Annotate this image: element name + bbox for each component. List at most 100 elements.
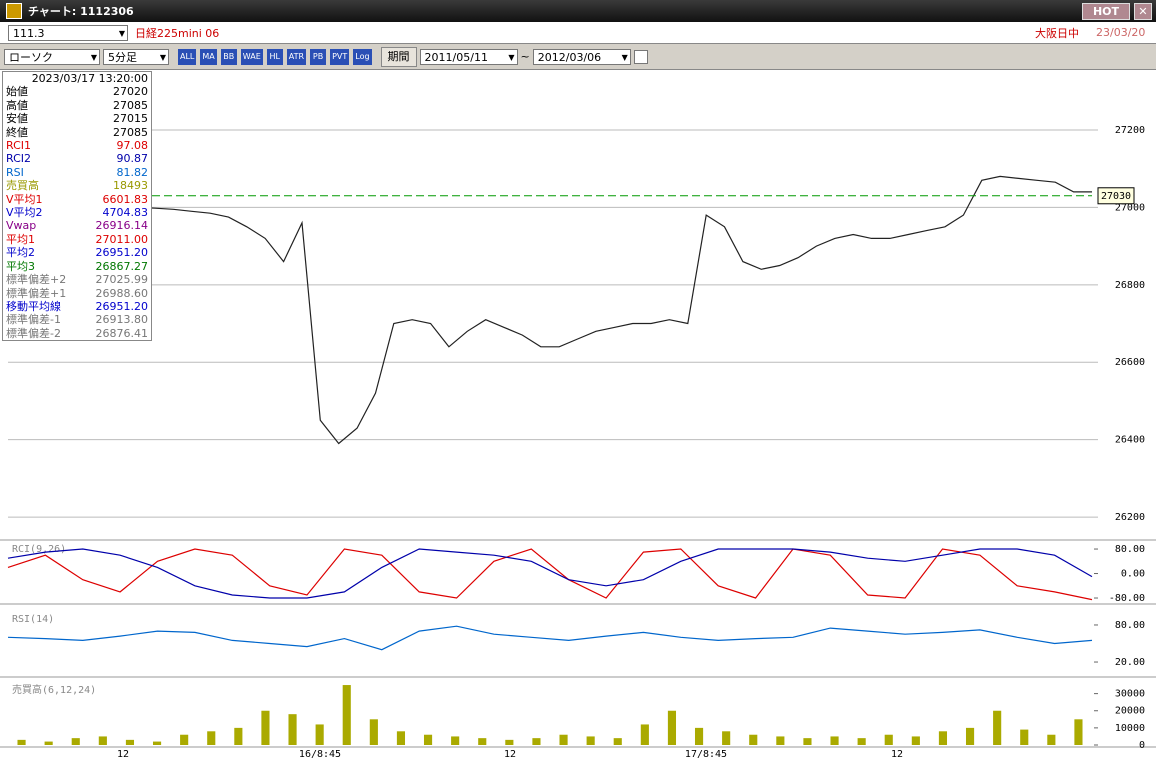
info-value: 6601.83 <box>102 192 149 206</box>
info-value: 27015 <box>113 112 148 126</box>
volume-bar <box>586 736 595 745</box>
y-tick-label: -80.00 <box>1109 593 1145 604</box>
info-row: RSI 81.82 <box>6 166 148 179</box>
info-label: V平均2 <box>6 206 43 220</box>
y-tick-label: 27200 <box>1115 125 1145 136</box>
info-label: 平均2 <box>6 246 35 260</box>
toolbar-icon[interactable]: ALL <box>178 48 197 65</box>
volume-bar <box>776 736 785 745</box>
period-button[interactable]: 期間 <box>380 46 417 67</box>
info-value: 81.82 <box>116 165 149 179</box>
info-row: 標準偏差+1 26988.60 <box>6 287 148 300</box>
volume-bar <box>1047 734 1056 745</box>
x-tick-label: 12 <box>891 749 903 760</box>
info-row: RCI2 90.87 <box>6 152 148 165</box>
to-date[interactable]: 2012/03/06 <box>532 48 631 66</box>
info-row: 標準偏差+2 27025.99 <box>6 273 148 286</box>
volume-bar <box>938 731 948 745</box>
info-label: RCI2 <box>6 152 32 166</box>
volume-bar <box>315 724 324 745</box>
series-line <box>7 625 1093 651</box>
volume-bar <box>694 727 704 745</box>
info-row: RCI1 97.08 <box>6 139 148 152</box>
info-row: 売買高 18493 <box>6 179 148 192</box>
volume-bar <box>613 738 622 745</box>
info-value: 90.87 <box>116 152 149 166</box>
info-label: Vwap <box>6 219 37 233</box>
info-row: 標準偏差-1 26913.80 <box>6 313 148 326</box>
symbol-name: 日経225mini 06 <box>135 26 220 40</box>
volume-bar <box>234 727 243 745</box>
volume-bar <box>559 734 568 745</box>
info-row: 高値 27085 <box>6 99 148 112</box>
info-panel: 2023/03/17 13:20:00 始値 27020 高値 27085 安値 2701… <box>2 71 152 342</box>
volume-bar <box>965 727 975 745</box>
x-tick-label: 16/8:45 <box>299 749 341 760</box>
info-label: 売買高 <box>6 179 39 193</box>
volume-bar <box>44 741 53 745</box>
info-datetime: 2023/03/17 13:20:00 <box>31 72 148 85</box>
y-tick-label: 80.00 <box>1115 620 1145 631</box>
pane-title: RSI(14) <box>12 614 54 625</box>
volume-bar <box>152 741 162 745</box>
toolbar-icon[interactable]: MA <box>200 48 217 65</box>
info-label: 標準偏差+1 <box>6 286 67 300</box>
info-row: V平均1 6601.83 <box>6 193 148 206</box>
hot-button[interactable]: HOT <box>1081 3 1130 20</box>
volume-bar <box>749 734 758 745</box>
toolbar-icon[interactable]: Log <box>353 48 372 65</box>
info-label: 標準偏差+2 <box>6 273 67 287</box>
volume-bar <box>884 734 893 745</box>
code-field[interactable]: 111.3 <box>8 24 128 42</box>
from-date[interactable]: 2011/05/11 <box>419 48 518 66</box>
toolbar-icon[interactable]: PB <box>310 48 327 65</box>
chart-type[interactable]: ローソク <box>4 48 100 66</box>
interval[interactable]: 5分足 <box>103 48 169 66</box>
toolbar-icon[interactable]: PVT <box>330 48 350 65</box>
info-label: V平均1 <box>6 192 43 206</box>
info-label: 始値 <box>6 85 28 99</box>
title-bar: チャート: 1112306 HOT ✕ <box>0 0 1156 22</box>
info-value: 26951.20 <box>95 299 149 313</box>
info-label: 平均3 <box>6 259 35 273</box>
info-value: 4704.83 <box>102 206 149 220</box>
volume-bar <box>125 739 135 745</box>
info-value: 26876.41 <box>95 326 149 340</box>
y-tick-label: 10000 <box>1115 723 1145 734</box>
volume-bar <box>803 738 812 745</box>
y-tick-label: 0 <box>1139 740 1145 751</box>
toolbar-icon[interactable]: WAE <box>240 48 263 65</box>
info-value: 27025.99 <box>95 273 149 287</box>
info-value: 97.08 <box>116 139 149 153</box>
info-row: 終値 27085 <box>6 126 148 139</box>
checkbox[interactable] <box>633 49 648 64</box>
volume-bar <box>288 714 297 745</box>
series-line <box>7 175 1092 445</box>
volume-bar <box>342 685 351 745</box>
toolbar-icon[interactable]: BB <box>220 48 237 65</box>
volume-bar <box>532 738 541 745</box>
series-line <box>7 548 1093 599</box>
toolbar-icon[interactable]: ATR <box>286 48 307 65</box>
toolbar-icon[interactable]: HL <box>266 48 283 65</box>
info-row: 平均3 26867.27 <box>6 260 148 273</box>
volume-bar <box>261 710 270 745</box>
volume-bar <box>423 734 433 745</box>
info-row: 平均1 27011.00 <box>6 233 148 246</box>
info-value: 26916.14 <box>95 219 149 233</box>
session: 大阪日中 <box>1035 26 1079 40</box>
volume-bar <box>911 736 920 745</box>
volume-bar <box>369 719 378 745</box>
y-tick-label: 26600 <box>1115 357 1145 368</box>
volume-bar <box>1020 729 1029 745</box>
series-line <box>7 548 1093 601</box>
close-button[interactable]: ✕ <box>1134 3 1152 20</box>
y-tick-label: 26400 <box>1115 435 1145 446</box>
volume-bar <box>478 738 487 745</box>
info-label: 高値 <box>6 98 28 112</box>
info-label: 終値 <box>6 125 28 139</box>
volume-bar <box>830 736 839 745</box>
